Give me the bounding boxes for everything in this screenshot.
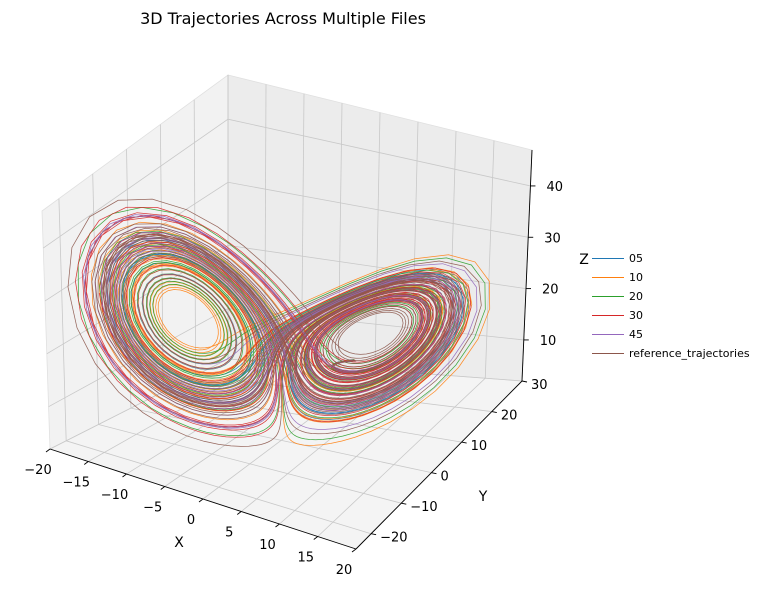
grid-y-floor [66,440,372,535]
legend-item: 10 [592,268,750,287]
y-tick-mark [521,380,528,383]
grid-x-back [264,84,267,362]
series-line-reference_trajectories [67,198,482,447]
x-tick-mark [275,523,280,528]
legend-label: reference_trajectories [629,347,750,360]
x-tick-label: 20 [336,563,353,578]
z-tick-label: 20 [542,283,559,298]
x-tick-mark [198,498,204,503]
legend-item: 45 [592,325,750,344]
x-tick-label: −20 [24,463,51,478]
legend: 05 10 20 30 45 reference_trajectories [592,249,750,363]
y-tick-label: −20 [380,531,407,546]
trajectories [67,198,491,447]
legend-label: 20 [629,290,643,303]
z-tick-label: 40 [546,180,563,195]
y-tick-mark [461,441,467,444]
x-tick-mark [45,448,51,453]
x-tick-label: 5 [225,526,233,541]
y-axis-label: Y [478,489,488,505]
x-tick-mark [236,511,242,515]
grid-x-floor [279,375,449,525]
legend-item: 20 [592,287,750,306]
x-tick-mark [313,536,319,540]
y-tick-mark [401,502,407,505]
y-axis-line [355,380,523,550]
x-tick-mark [160,486,166,490]
grid-y-left [92,173,99,425]
legend-swatch [592,334,624,335]
x-tick-label: −15 [63,476,90,491]
y-tick-label: 30 [531,378,548,393]
x-tick-mark [351,548,357,553]
z-tick-label: 30 [544,231,561,246]
x-tick-label: 10 [259,538,276,553]
legend-swatch [592,296,624,297]
legend-label: 30 [629,309,643,322]
legend-swatch [592,277,624,278]
grid-y-floor [98,424,402,504]
x-tick-label: −5 [143,501,162,516]
legend-item: 30 [592,306,750,325]
legend-item: 05 [592,249,750,268]
legend-label: 10 [629,271,643,284]
z-axis-line [521,149,533,382]
chart-title: 3D Trajectories Across Multiple Files [140,9,426,28]
legend-swatch [592,258,624,259]
y-tick-mark [491,411,497,413]
x-tick-label: 0 [187,513,195,528]
y-tick-mark [431,472,437,475]
y-tick-label: 10 [471,439,488,454]
z-tick-label: 10 [540,334,557,349]
grid-x-back [374,112,381,371]
x-tick-label: 15 [297,551,314,566]
grid-x-back [484,140,495,379]
y-tick-label: −10 [410,500,437,515]
legend-item: reference_trajectories [592,344,750,363]
legend-swatch [592,315,624,316]
x-tick-mark [122,473,127,478]
grid-x-floor [164,366,339,487]
grid-z [43,118,531,249]
x-axis-label: X [174,535,184,551]
x-tick-label: −10 [101,488,128,503]
legend-label: 45 [629,328,643,341]
grid-y-left [58,198,67,441]
series-line-45 [83,214,478,430]
y-tick-label: 20 [501,409,518,424]
grid-x-back [448,131,457,376]
legend-label: 05 [629,252,643,265]
legend-swatch [592,353,624,354]
z-axis-label: Z [579,252,589,268]
grid-x-floor [317,377,486,537]
grid-y-left [193,99,197,376]
x-tick-mark [83,461,89,465]
y-tick-mark [371,533,377,536]
y-tick-label: 0 [440,470,448,485]
